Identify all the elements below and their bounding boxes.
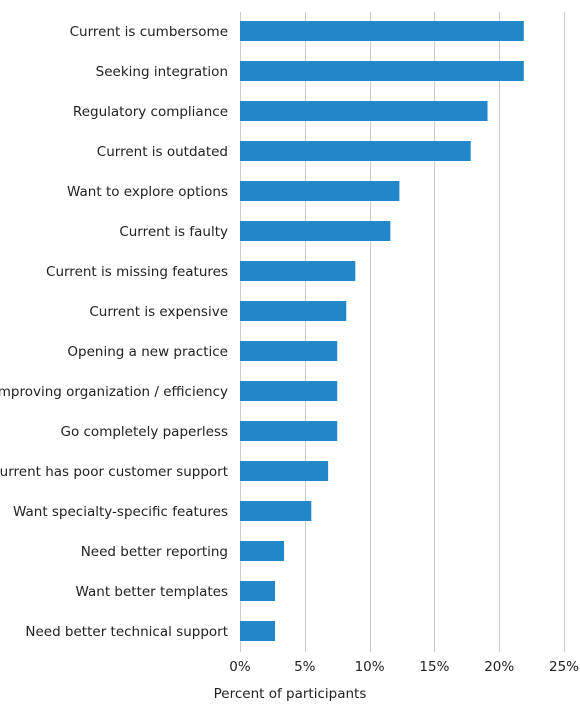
category-label: Want to explore options (67, 184, 228, 200)
bar (240, 581, 275, 601)
bar (240, 381, 338, 401)
bar (240, 621, 275, 641)
bar (240, 221, 391, 241)
category-label: Current is cumbersome (70, 24, 228, 40)
category-label: Improving organization / efficiency (0, 384, 228, 400)
x-tick-label: 25% (549, 659, 579, 675)
bar (240, 461, 329, 481)
category-label: Want better templates (76, 584, 228, 600)
x-tick-label: 15% (419, 659, 449, 675)
x-tick-label: 20% (484, 659, 514, 675)
bar (240, 181, 400, 201)
category-label: Regulatory compliance (73, 104, 228, 120)
x-axis-title: Percent of participants (214, 686, 367, 702)
category-label: Current is expensive (89, 304, 228, 320)
category-label: Current is missing features (46, 264, 228, 280)
x-tick-label: 0% (229, 659, 251, 675)
bar (240, 61, 524, 81)
category-label: Seeking integration (96, 64, 228, 80)
category-label: Need better reporting (81, 544, 228, 560)
category-label: Current is outdated (97, 144, 228, 160)
x-tick-label: 5% (294, 659, 316, 675)
bar (240, 261, 356, 281)
bar (240, 341, 338, 361)
bar (240, 301, 347, 321)
category-label: Current is faulty (119, 224, 228, 240)
category-label: Go completely paperless (61, 424, 229, 440)
category-label: Opening a new practice (67, 344, 228, 360)
bar (240, 501, 312, 521)
category-labels: Current is cumbersome Seeking integration… (0, 24, 228, 640)
category-label: Current has poor customer support (0, 464, 228, 480)
bar (240, 541, 285, 561)
bar (240, 21, 524, 41)
category-label: Want specialty-specific features (13, 504, 228, 520)
x-tick-labels: 0% 5% 10% 15% 20% 25% (229, 659, 579, 675)
x-tick-label: 10% (355, 659, 385, 675)
bar (240, 141, 471, 161)
bar (240, 421, 338, 441)
category-label: Need better technical support (25, 624, 228, 640)
bar (240, 101, 488, 121)
bars (240, 21, 524, 641)
